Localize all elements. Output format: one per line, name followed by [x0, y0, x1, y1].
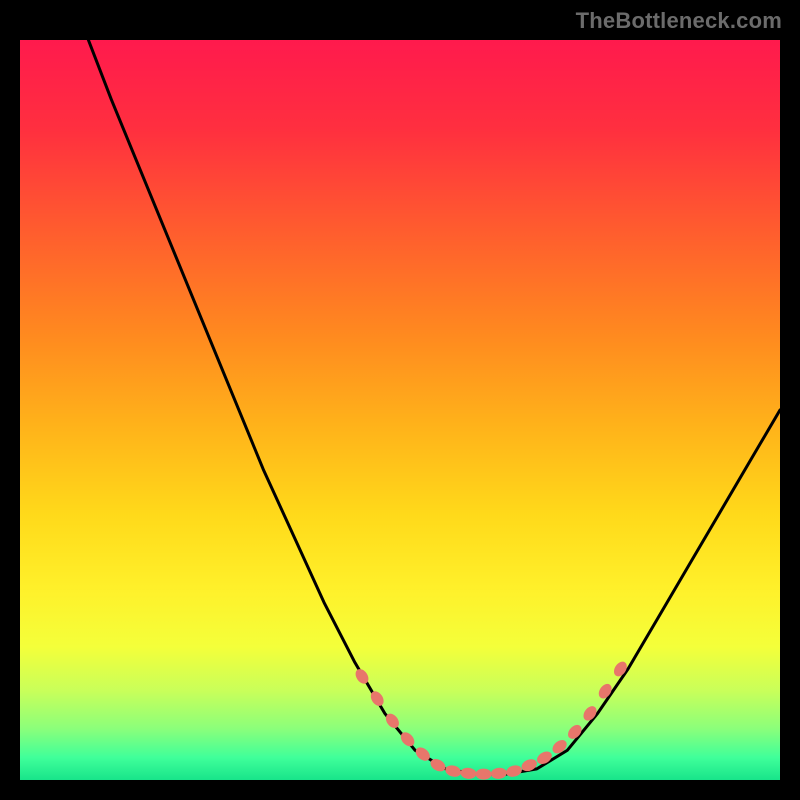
chart-svg — [20, 40, 780, 780]
curve-marker — [476, 769, 492, 780]
chart-frame: TheBottleneck.com — [0, 0, 800, 800]
plot-area — [20, 40, 780, 780]
watermark-text: TheBottleneck.com — [576, 8, 782, 34]
